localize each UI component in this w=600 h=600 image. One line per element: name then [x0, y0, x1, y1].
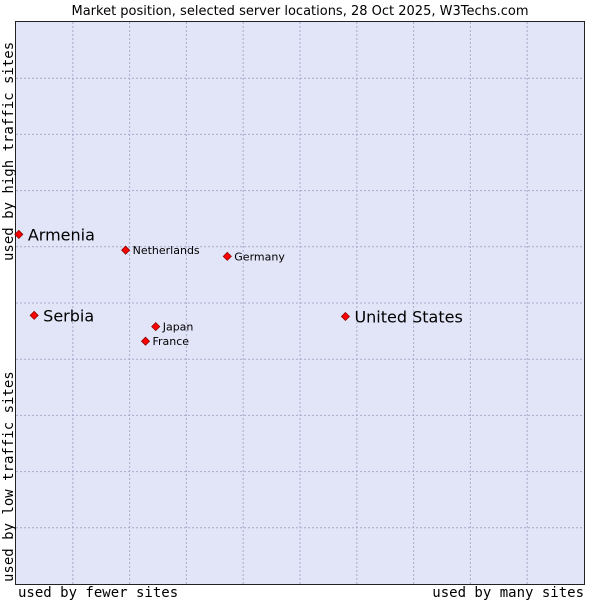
point-marker-serbia: [29, 310, 39, 320]
point-marker-germany: [222, 251, 232, 261]
grid-lines: [16, 22, 584, 584]
point-marker-armenia: [14, 229, 24, 240]
point-label-netherlands: Netherlands: [133, 244, 200, 257]
point-label-serbia: Serbia: [43, 306, 94, 325]
point-label-armenia: Armenia: [28, 225, 95, 244]
point-marker-france: [140, 336, 151, 346]
y-axis-label-bottom: used by low traffic sites: [1, 371, 17, 582]
point-label-france: France: [153, 335, 190, 348]
x-axis-label-right: used by many sites: [432, 585, 584, 600]
point-marker-netherlands: [121, 245, 131, 255]
point-marker-japan: [151, 322, 161, 332]
point-label-japan: Japan: [162, 321, 194, 334]
point-marker-united-states: [340, 311, 351, 322]
chart-title: Market position, selected server locatio…: [71, 4, 528, 19]
point-label-germany: Germany: [234, 250, 285, 263]
data-points: Armenia Netherlands Germany Serbia United St…: [14, 225, 463, 348]
point-label-united-states: United States: [354, 307, 462, 326]
x-axis-label-left: used by fewer sites: [18, 585, 178, 600]
y-axis-label-top: used by high traffic sites: [1, 42, 17, 261]
